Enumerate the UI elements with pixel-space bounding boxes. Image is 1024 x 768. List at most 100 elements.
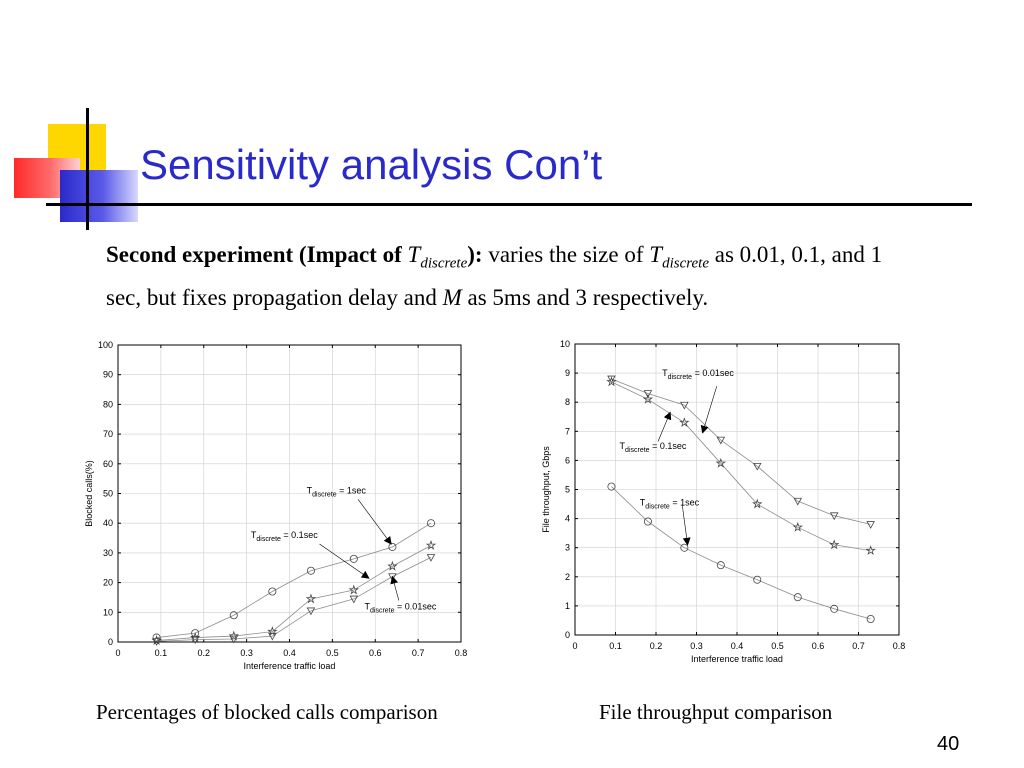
throughput-series-1-point — [829, 512, 839, 521]
blocked-series-3-point — [268, 632, 277, 641]
blocked-y-tick-label: 50 — [103, 489, 113, 499]
throughput-y-tick-label: 10 — [560, 339, 570, 349]
throughput-series-3-point — [793, 593, 802, 602]
throughput-x-tick-label: 0.1 — [609, 641, 622, 651]
blocked-series-3-point — [152, 638, 161, 646]
throughput-series-2-point — [715, 457, 727, 468]
blocked-series-2-point — [189, 632, 201, 642]
decor-blue-square — [60, 170, 138, 222]
blocked-y-tick-label: 90 — [103, 370, 113, 380]
throughput-x-tick-label: 0.4 — [731, 641, 744, 651]
throughput-x-tick-label: 0.6 — [812, 641, 825, 651]
throughput-y-tick-label: 0 — [565, 630, 570, 640]
file-throughput-chart: 0 0.1 0.2 0.3 0.4 0.5 0.6 0.7 0.8 0 1 2 3 4 5 6 7 8 9 10 Int… — [541, 339, 905, 664]
blocked-series-1-point — [268, 587, 277, 596]
throughput-annotation-2-sub: discrete — [625, 447, 650, 454]
decor-vertical-line — [86, 108, 89, 230]
body-t-symbol-2: T — [649, 242, 663, 267]
blocked-y-tick-label: 20 — [103, 578, 113, 588]
blocked-y-tick-label: 0 — [108, 637, 113, 647]
blocked-x-tick-label: 0.2 — [197, 648, 210, 658]
blocked-series-2-point — [425, 540, 437, 550]
caption-blocked-calls: Percentages of blocked calls comparison — [96, 700, 438, 724]
blocked-series-2-point — [228, 630, 239, 641]
blocked-annotation-2-sub: discrete — [256, 536, 281, 543]
blocked-series-2-point — [387, 560, 398, 571]
throughput-series-3-point — [643, 517, 652, 526]
blocked-series-1-point — [229, 611, 238, 620]
throughput-series-3-line — [611, 486, 871, 620]
blocked-annotation-2-main: T — [251, 530, 257, 540]
throughput-series-1-point — [716, 436, 726, 445]
throughput-x-tick-label: 0.3 — [690, 641, 703, 651]
blocked-series-2-point — [348, 584, 360, 595]
blocked-y-tick-label: 80 — [103, 399, 113, 409]
throughput-x-tick-label: 0 — [572, 641, 577, 651]
throughput-series-2-point — [752, 498, 763, 509]
blocked-y-axis-label: Blocked calls(%) — [84, 460, 94, 527]
throughput-x-tick-label: 0.5 — [771, 641, 784, 651]
blocked-annotation-1-main: T — [307, 486, 313, 496]
blocked-annotation-3-rest: = 0.01sec — [395, 601, 437, 611]
throughput-series-3-point — [753, 575, 762, 584]
blocked-y-tick-label: 100 — [98, 340, 113, 350]
blocked-annotation-1-arrow — [357, 499, 392, 545]
throughput-series-2-point — [828, 539, 840, 550]
blocked-annotation-3: Tdiscrete = 0.01sec — [365, 601, 437, 614]
blocked-annotation-2-arrow — [319, 543, 370, 579]
body-text-1: varies the size of — [482, 242, 650, 267]
blocked-series-3-point — [306, 607, 316, 616]
blocked-annotation-1: Tdiscrete = 1sec — [307, 486, 367, 499]
blocked-annotation-1-rest: = 1sec — [337, 486, 367, 496]
caption-file-throughput: File throughput comparison — [599, 700, 833, 724]
blocked-x-tick-label: 0.8 — [455, 648, 468, 658]
throughput-annotation-1-sub: discrete — [668, 374, 693, 381]
throughput-series-2-point — [679, 417, 690, 428]
throughput-series-1-point — [866, 521, 875, 529]
blocked-x-tick-label: 0 — [115, 648, 120, 658]
body-text-3: as 5ms and 3 respectively. — [461, 284, 709, 310]
throughput-annotation-1: Tdiscrete = 0.01sec — [662, 368, 734, 381]
page-number: 40 — [937, 733, 960, 755]
body-bold-lead: Second experiment (Impact of — [106, 242, 408, 267]
throughput-annotation-3: Tdiscrete = 1sec — [640, 498, 700, 511]
blocked-series-1-point — [388, 542, 397, 551]
blocked-series-3-line — [156, 557, 432, 642]
blocked-series-1-line — [156, 522, 432, 638]
throughput-annotation-1-rest: = 0.01sec — [692, 368, 734, 378]
throughput-y-tick-label: 6 — [565, 455, 570, 465]
throughput-series-2-point — [606, 376, 617, 387]
throughput-annotation-2-arrow — [657, 411, 672, 442]
blocked-x-tick-label: 0.1 — [155, 648, 168, 658]
throughput-annotation-3-arrow — [682, 505, 691, 546]
blocked-x-tick-label: 0.6 — [369, 648, 382, 658]
throughput-series-3-point — [716, 561, 725, 570]
blocked-annotation-3-sub: discrete — [370, 607, 395, 614]
blocked-annotation-2: Tdiscrete = 0.1sec — [251, 530, 318, 543]
blocked-y-tick-label: 40 — [103, 518, 113, 528]
blocked-series-2-line — [156, 545, 432, 641]
throughput-series-2-point — [792, 521, 803, 532]
throughput-x-axis-label: Interference traffic load — [691, 654, 783, 664]
blocked-annotation-3-arrow — [390, 575, 400, 601]
throughput-x-tick-label: 0.2 — [650, 641, 663, 651]
throughput-series-1-point — [752, 462, 762, 471]
throughput-y-tick-label: 4 — [565, 514, 570, 524]
throughput-y-tick-label: 2 — [565, 572, 570, 582]
blocked-series-3-point — [426, 554, 436, 562]
throughput-x-tick-label: 0.7 — [852, 641, 865, 651]
blocked-annotation-2-rest: = 0.1sec — [281, 530, 318, 540]
slide-title: Sensitivity analysis Con’t — [140, 141, 603, 188]
throughput-series-3-point — [866, 614, 875, 623]
blocked-annotation-3-main: T — [365, 601, 371, 611]
blocked-calls-chart: 0 0.1 0.2 0.3 0.4 0.5 0.6 0.7 0.8 0 10 20 30 40 50 60 70… — [84, 340, 468, 671]
body-m-symbol: M — [442, 284, 462, 310]
throughput-annotation-3-main: T — [640, 498, 646, 508]
blocked-series-3-point — [229, 635, 239, 644]
throughput-series-1-point — [607, 375, 616, 384]
throughput-annotation-1-main: T — [662, 368, 668, 378]
blocked-y-tick-label: 10 — [103, 607, 113, 617]
throughput-series-1-point — [793, 497, 803, 506]
throughput-annotation-3-rest: = 1sec — [670, 498, 700, 508]
blocked-series-1-point — [349, 554, 358, 563]
